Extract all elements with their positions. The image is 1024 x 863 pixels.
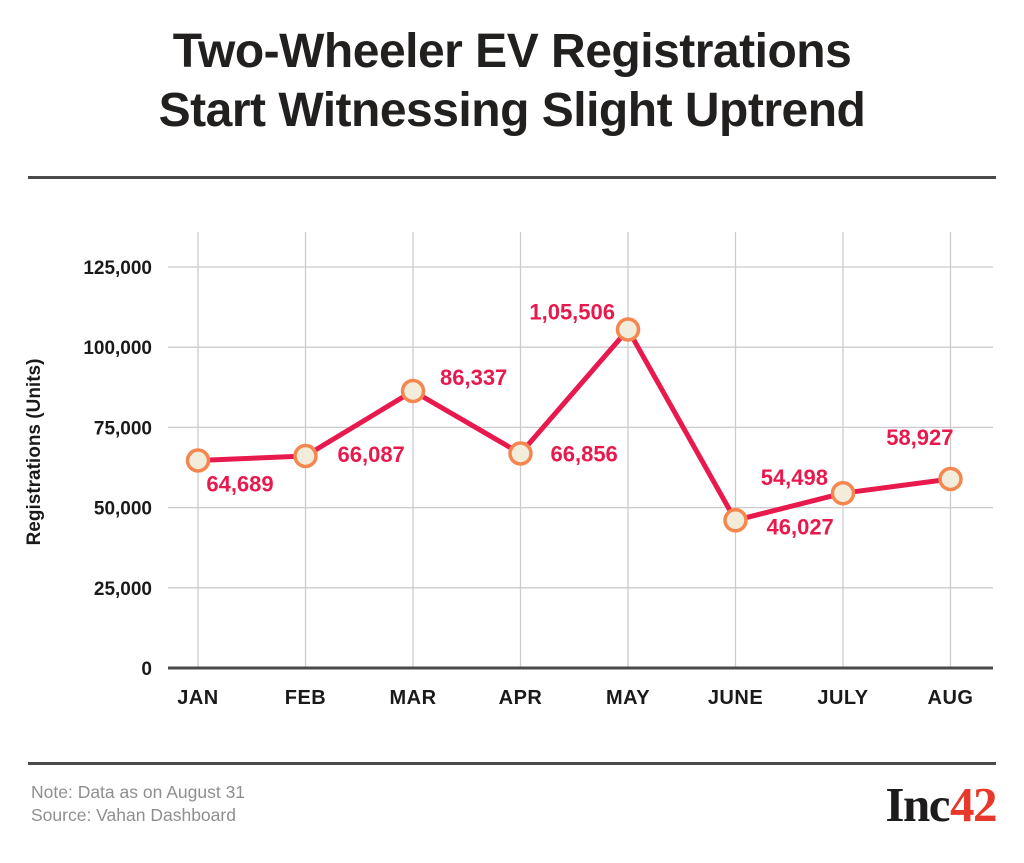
data-point-label: 66,087 bbox=[338, 442, 405, 467]
x-tick-label: JAN bbox=[177, 687, 219, 709]
data-point-marker bbox=[615, 317, 641, 342]
data-point-marker bbox=[293, 443, 318, 469]
trend-line bbox=[195, 327, 953, 523]
page-title: Two-Wheeler EV Registrations Start Witne… bbox=[0, 22, 1024, 140]
y-tick-label: 50,000 bbox=[94, 499, 152, 520]
y-tick-label: 125,000 bbox=[83, 258, 152, 279]
data-point-label: 86,337 bbox=[440, 365, 507, 390]
registrations-line-chart: 0 25,000 50,000 75,000 100,000 125,000 Registr… bbox=[24, 232, 993, 709]
data-point-label: 66,856 bbox=[551, 442, 618, 467]
y-tick-label: 100,000 bbox=[83, 338, 152, 359]
data-point-marker bbox=[185, 448, 211, 473]
footnote-source-line: Source: Vahan Dashboard bbox=[31, 805, 236, 825]
x-tick-label: MAR bbox=[389, 687, 436, 709]
y-tick-label: 75,000 bbox=[94, 418, 152, 439]
data-point-marker bbox=[508, 441, 533, 466]
x-tick-label: APR bbox=[499, 687, 543, 709]
data-point-marker bbox=[400, 378, 426, 404]
footnote-note-line: Note: Data as on August 31 bbox=[31, 782, 246, 802]
data-point-label: 46,027 bbox=[767, 514, 834, 539]
data-point-label: 54,498 bbox=[761, 465, 828, 490]
y-tick-label: 25,000 bbox=[94, 579, 152, 600]
x-tick-label: MAY bbox=[606, 687, 650, 709]
data-point-marker bbox=[723, 508, 748, 533]
page-title-line1: Two-Wheeler EV Registrations bbox=[172, 25, 852, 78]
footer-divider bbox=[28, 762, 996, 765]
inc42-logo: Inc42 bbox=[885, 777, 998, 832]
data-point-marker bbox=[830, 480, 856, 506]
data-point-label: 58,927 bbox=[886, 425, 953, 450]
x-tick-label: AUG bbox=[928, 687, 974, 709]
y-tick-label: 0 bbox=[141, 659, 152, 680]
x-tick-label: JUNE bbox=[708, 687, 763, 709]
inc42-logo-black-text: Inc bbox=[885, 777, 950, 832]
page-title-line2: Start Witnessing Slight Uptrend bbox=[158, 84, 866, 137]
inc42-logo-red-text: 42 bbox=[950, 777, 998, 832]
title-divider bbox=[28, 176, 996, 179]
y-axis-title: Registrations (Units) bbox=[24, 359, 45, 546]
data-point-label: 64,689 bbox=[206, 471, 273, 496]
x-tick-label: FEB bbox=[285, 687, 327, 709]
data-point-marker bbox=[938, 466, 963, 492]
footnote: Note: Data as on August 31 Source: Vahan… bbox=[31, 781, 245, 827]
data-point-label: 1,05,506 bbox=[529, 300, 615, 325]
x-tick-label: JULY bbox=[817, 687, 868, 709]
